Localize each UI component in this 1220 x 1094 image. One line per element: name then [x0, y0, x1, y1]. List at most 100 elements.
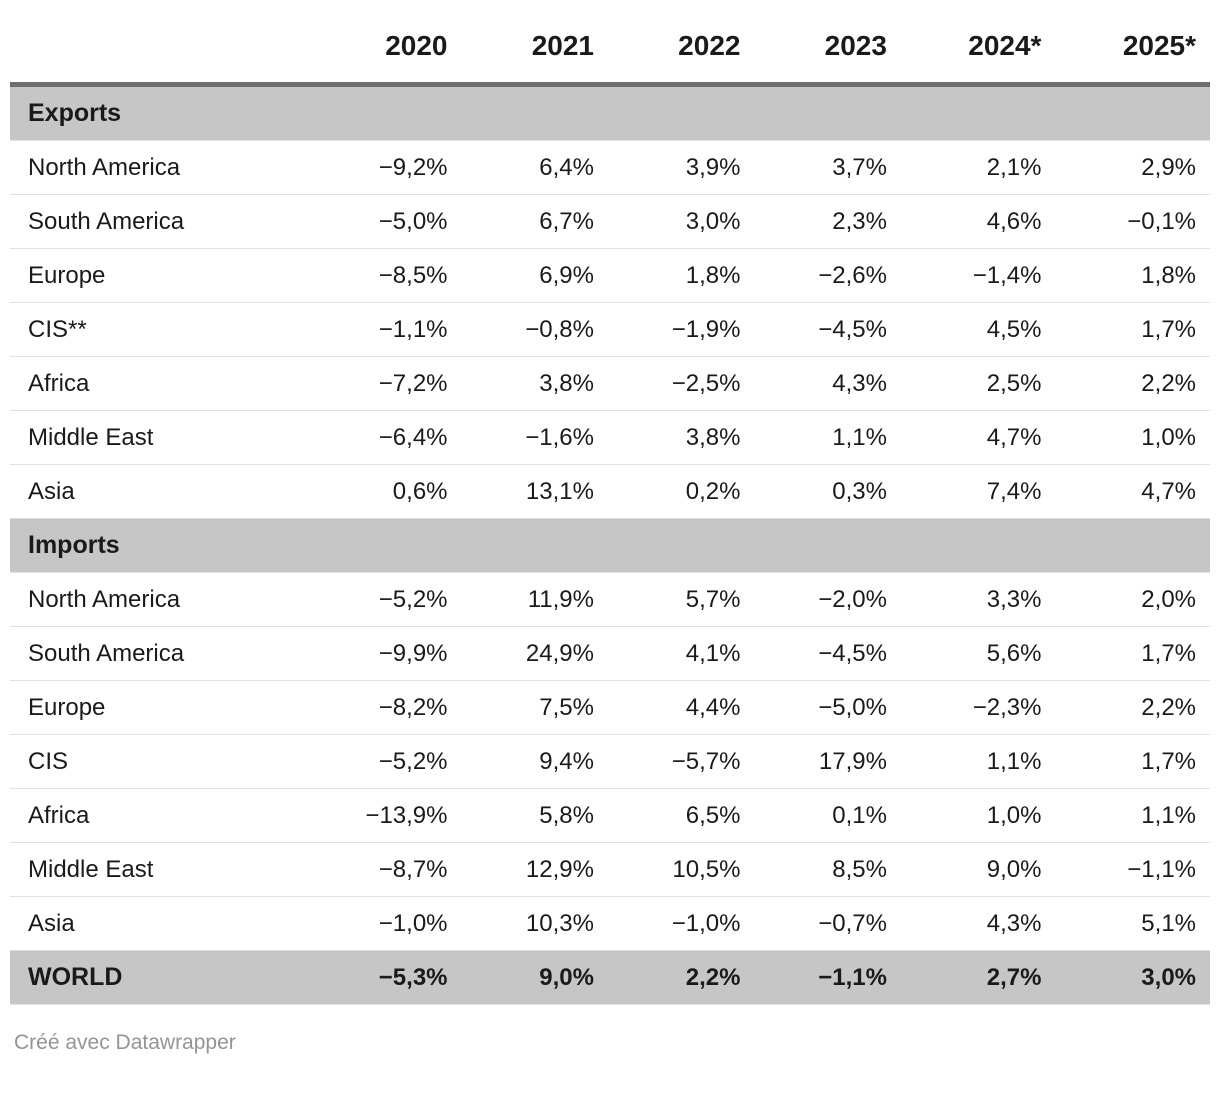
- value-cell: −1,4%: [900, 248, 1056, 303]
- region-label: South America: [10, 626, 316, 681]
- year-header-row: 2020 2021 2022 2023 2024* 2025*: [10, 30, 1210, 87]
- value-cell: −4,5%: [754, 626, 901, 681]
- value-cell: 17,9%: [754, 734, 901, 789]
- value-cell: −1,0%: [607, 896, 755, 951]
- value-cell: 7,5%: [461, 680, 608, 735]
- region-label: Asia: [10, 896, 316, 951]
- table-row: South America −5,0% 6,7% 3,0% 2,3% 4,6% −0,1%: [10, 194, 1210, 249]
- value-cell: −5,0%: [754, 680, 901, 735]
- region-label: CIS: [10, 734, 316, 789]
- value-cell: −1,1%: [315, 302, 462, 357]
- value-cell: 4,3%: [754, 356, 901, 411]
- value-cell: 3,0%: [607, 194, 755, 249]
- value-cell: 1,7%: [1055, 734, 1210, 789]
- empty-corner-header: [10, 30, 316, 87]
- table-row: Asia −1,0% 10,3% −1,0% −0,7% 4,3% 5,1%: [10, 896, 1210, 951]
- table-row: Middle East −8,7% 12,9% 10,5% 8,5% 9,0% −1,1%: [10, 842, 1210, 897]
- value-cell: 4,4%: [607, 680, 755, 735]
- value-cell: 2,1%: [900, 140, 1056, 195]
- value-cell: 0,2%: [607, 464, 755, 519]
- value-cell: 1,0%: [1055, 410, 1210, 465]
- value-cell: 1,1%: [900, 734, 1056, 789]
- value-cell: −5,7%: [607, 734, 755, 789]
- year-column-header: 2025*: [1055, 30, 1210, 87]
- value-cell: 10,3%: [461, 896, 608, 951]
- value-cell: 4,7%: [900, 410, 1056, 465]
- table-header: 2020 2021 2022 2023 2024* 2025*: [10, 30, 1210, 87]
- value-cell: 3,3%: [900, 572, 1056, 627]
- value-cell: −2,3%: [900, 680, 1056, 735]
- year-column-header: 2021: [461, 30, 608, 87]
- value-cell: 1,0%: [900, 788, 1056, 843]
- value-cell: 4,5%: [900, 302, 1056, 357]
- value-cell: −8,2%: [315, 680, 462, 735]
- value-cell: −0,1%: [1055, 194, 1210, 249]
- value-cell: 9,0%: [461, 950, 608, 1005]
- table-row: Europe −8,5% 6,9% 1,8% −2,6% −1,4% 1,8%: [10, 248, 1210, 303]
- value-cell: −5,2%: [315, 734, 462, 789]
- table-row: CIS −5,2% 9,4% −5,7% 17,9% 1,1% 1,7%: [10, 734, 1210, 789]
- value-cell: 11,9%: [461, 572, 608, 627]
- value-cell: −1,6%: [461, 410, 608, 465]
- value-cell: 2,0%: [1055, 572, 1210, 627]
- value-cell: 1,7%: [1055, 302, 1210, 357]
- region-label: Middle East: [10, 842, 316, 897]
- table-row: Asia 0,6% 13,1% 0,2% 0,3% 7,4% 4,7%: [10, 464, 1210, 519]
- year-column-header: 2022: [607, 30, 755, 87]
- value-cell: −1,0%: [315, 896, 462, 951]
- value-cell: −13,9%: [315, 788, 462, 843]
- region-label: Africa: [10, 788, 316, 843]
- value-cell: −9,9%: [315, 626, 462, 681]
- year-column-header: 2024*: [900, 30, 1056, 87]
- value-cell: 6,9%: [461, 248, 608, 303]
- value-cell: 5,7%: [607, 572, 755, 627]
- value-cell: 3,9%: [607, 140, 755, 195]
- value-cell: 4,6%: [900, 194, 1056, 249]
- table-row: Middle East −6,4% −1,6% 3,8% 1,1% 4,7% 1,0%: [10, 410, 1210, 465]
- value-cell: 0,6%: [315, 464, 462, 519]
- table-row: Europe −8,2% 7,5% 4,4% −5,0% −2,3% 2,2%: [10, 680, 1210, 735]
- value-cell: 1,1%: [754, 410, 901, 465]
- value-cell: 0,1%: [754, 788, 901, 843]
- value-cell: 5,8%: [461, 788, 608, 843]
- value-cell: 4,3%: [900, 896, 1056, 951]
- table-body: Exports North America −9,2% 6,4% 3,9% 3,7% 2,1…: [10, 84, 1210, 1005]
- region-label: South America: [10, 194, 316, 249]
- value-cell: 24,9%: [461, 626, 608, 681]
- value-cell: −2,0%: [754, 572, 901, 627]
- datawrapper-credit[interactable]: Créé avec Datawrapper: [14, 1031, 236, 1054]
- year-column-header: 2023: [754, 30, 901, 87]
- table-row: Africa −7,2% 3,8% −2,5% 4,3% 2,5% 2,2%: [10, 356, 1210, 411]
- table-container: 2020 2021 2022 2023 2024* 2025* Exports North …: [10, 0, 1210, 1055]
- year-column-header: 2020: [315, 30, 462, 87]
- value-cell: 3,8%: [461, 356, 608, 411]
- region-label: Africa: [10, 356, 316, 411]
- value-cell: 2,2%: [607, 950, 755, 1005]
- value-cell: −1,1%: [1055, 842, 1210, 897]
- value-cell: 2,5%: [900, 356, 1056, 411]
- value-cell: 5,6%: [900, 626, 1056, 681]
- value-cell: −1,1%: [754, 950, 901, 1005]
- value-cell: 2,2%: [1055, 356, 1210, 411]
- value-cell: 0,3%: [754, 464, 901, 519]
- value-cell: 9,0%: [900, 842, 1056, 897]
- value-cell: −5,0%: [315, 194, 462, 249]
- value-cell: 6,5%: [607, 788, 755, 843]
- value-cell: −8,5%: [315, 248, 462, 303]
- value-cell: 1,8%: [1055, 248, 1210, 303]
- value-cell: 3,7%: [754, 140, 901, 195]
- value-cell: 1,8%: [607, 248, 755, 303]
- trade-growth-table: 2020 2021 2022 2023 2024* 2025* Exports North …: [10, 30, 1210, 1005]
- section-header-exports: Exports: [10, 84, 1210, 141]
- table-row: South America −9,9% 24,9% 4,1% −4,5% 5,6% 1,7%: [10, 626, 1210, 681]
- value-cell: 4,1%: [607, 626, 755, 681]
- value-cell: −2,6%: [754, 248, 901, 303]
- value-cell: −9,2%: [315, 140, 462, 195]
- region-label: Europe: [10, 248, 316, 303]
- value-cell: 7,4%: [900, 464, 1056, 519]
- section-header-imports: Imports: [10, 518, 1210, 573]
- value-cell: 8,5%: [754, 842, 901, 897]
- region-label: Middle East: [10, 410, 316, 465]
- value-cell: 12,9%: [461, 842, 608, 897]
- table-row: North America −5,2% 11,9% 5,7% −2,0% 3,3% 2,0%: [10, 572, 1210, 627]
